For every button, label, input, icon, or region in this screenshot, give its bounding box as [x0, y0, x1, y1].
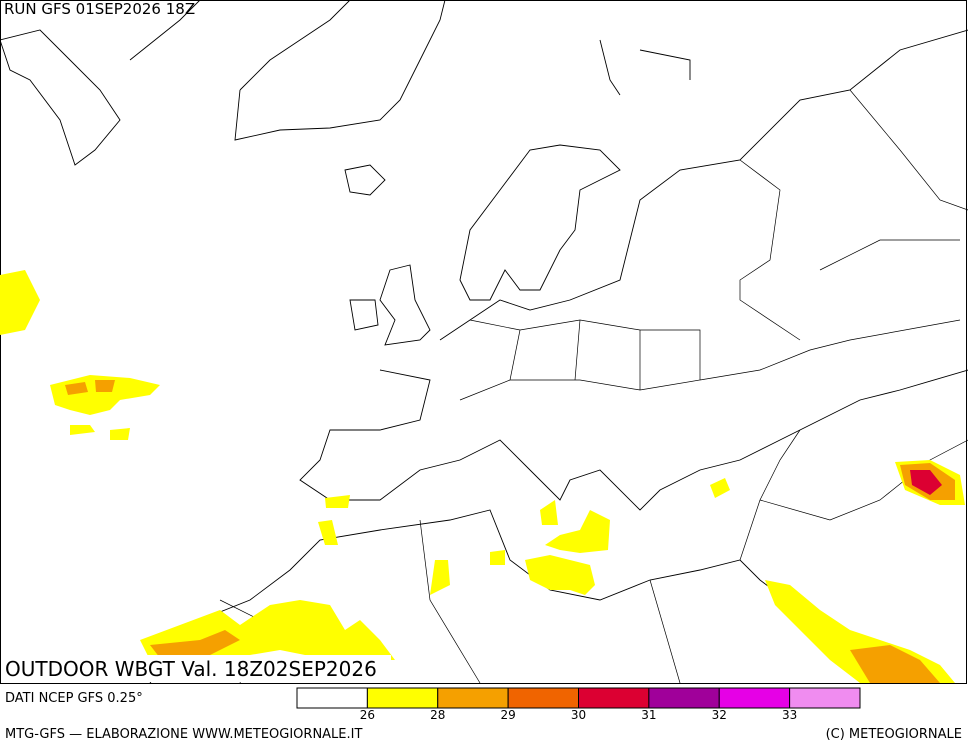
legend-swatch — [507, 687, 579, 709]
coastline — [349, 299, 379, 331]
wbgt-area — [0, 270, 40, 335]
coastline — [129, 0, 446, 141]
wbgt-area — [850, 645, 940, 683]
map-frame — [0, 0, 967, 684]
legend-tick-label: 31 — [641, 708, 656, 722]
map-title: OUTDOOR WBGT Val. 18Z02SEP2026 — [5, 657, 377, 681]
legend-swatch — [648, 687, 720, 709]
wbgt-area — [70, 425, 130, 440]
legend-tick-label: 26 — [360, 708, 375, 722]
legend-swatch — [366, 687, 439, 709]
legend-swatch — [789, 687, 861, 709]
wbgt-area — [318, 495, 350, 545]
legend: 26 28 29 30 31 32 33 — [296, 687, 861, 722]
legend-swatch — [296, 687, 368, 709]
legend-swatch — [578, 687, 650, 709]
wbgt-area — [710, 478, 730, 498]
coastline — [344, 164, 386, 196]
border — [459, 89, 968, 401]
footer-left: MTG-GFS — ELABORAZIONE WWW.METEOGIORNALE… — [5, 727, 362, 742]
coastline — [0, 29, 121, 166]
map: RUN GFS 01SEP2026 18Z OUTDOOR WBGT Val. … — [0, 0, 968, 684]
legend-tick-label: 28 — [430, 708, 445, 722]
legend-swatch — [718, 687, 791, 709]
legend-tick-label: 33 — [782, 708, 797, 722]
legend-tick-label: 32 — [712, 708, 727, 722]
wbgt-area — [430, 550, 595, 595]
footer-right: (C) METEOGIORNALE — [826, 727, 962, 742]
legend-swatch — [437, 687, 509, 709]
wbgt-area — [540, 500, 610, 553]
coastline — [379, 264, 431, 346]
wbgt-area — [150, 630, 240, 658]
legend-tick-label: 29 — [500, 708, 515, 722]
title-box — [1, 655, 391, 682]
source-label: DATI NCEP GFS 0.25° — [5, 691, 143, 706]
coastline — [459, 144, 621, 301]
legend-tick-label: 30 — [571, 708, 586, 722]
wbgt-area — [910, 470, 942, 495]
wbgt-area — [65, 380, 115, 395]
coastline — [599, 39, 691, 96]
run-label: RUN GFS 01SEP2026 18Z — [4, 0, 195, 18]
